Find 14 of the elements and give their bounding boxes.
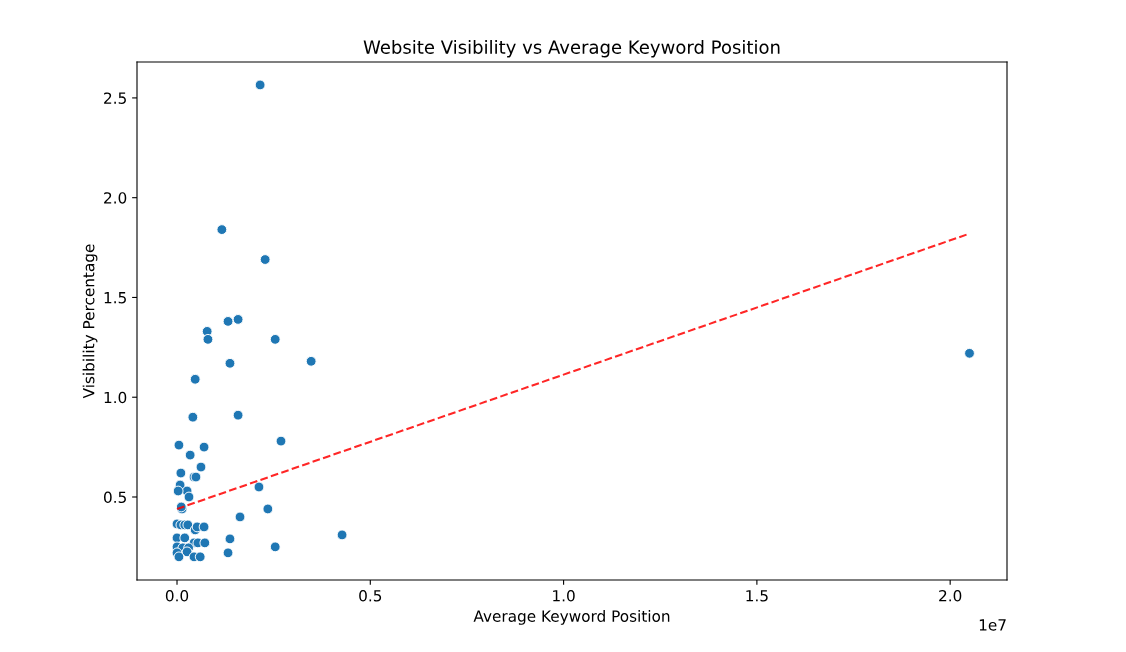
y-tick-label: 2.5 bbox=[104, 92, 126, 104]
x-tick-label: 0.0 bbox=[165, 589, 189, 602]
x-tick-label: 2.0 bbox=[939, 589, 962, 602]
chart-title: Website Visibility vs Average Keyword Position bbox=[363, 39, 780, 58]
y-tick-label: 2.0 bbox=[104, 192, 127, 204]
text: 1e7 bbox=[979, 619, 1006, 631]
y-tick-label: 1.0 bbox=[104, 391, 127, 404]
x-axis-title: Average Keyword Position bbox=[473, 610, 670, 625]
y-tick-label: 0.5 bbox=[103, 491, 126, 504]
x-tick-label: 1.5 bbox=[746, 590, 768, 602]
y-tick-label: 1.5 bbox=[104, 292, 126, 304]
x-tick-label: 0.5 bbox=[359, 589, 382, 602]
y-axis-title: Visibility Percentage bbox=[82, 244, 98, 399]
x-tick-label: 1.0 bbox=[553, 589, 575, 602]
